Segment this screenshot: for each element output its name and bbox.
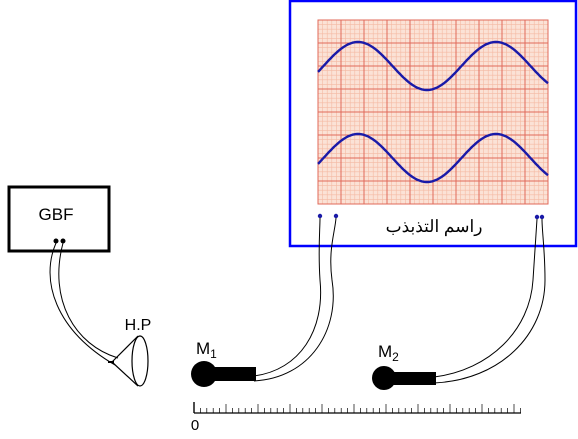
gbf-speaker-cable: [49, 242, 119, 366]
oscilloscope-label: راسم التذبذب: [386, 217, 483, 237]
microphone-1-label: M1: [196, 339, 217, 361]
lower-sine-trace: [317, 132, 549, 184]
speaker-label: H.P: [125, 317, 152, 334]
upper-sine-trace: [317, 40, 549, 92]
mic1-cable: [253, 217, 337, 382]
oscilloscope-input-1a: [317, 213, 323, 219]
microphone-1: [191, 361, 256, 387]
oscilloscope-input-2b: [539, 214, 545, 220]
ruler-zero-label: 0: [191, 417, 199, 434]
gbf-terminal-a: [53, 238, 59, 244]
microphone-2-subscript: 2: [392, 350, 399, 364]
microphone-2: [372, 366, 436, 390]
gbf-terminal-b: [60, 238, 66, 244]
loudspeaker: [108, 335, 149, 387]
ruler: [193, 402, 521, 414]
oscilloscope-screen: [317, 19, 549, 205]
mic2-cable: [433, 218, 546, 384]
microphone-1-subscript: 1: [210, 347, 217, 361]
oscilloscope-input-2a: [534, 214, 540, 220]
oscilloscope-input-1b: [333, 213, 339, 219]
gbf-label: GBF: [39, 205, 74, 224]
microphone-2-label: M2: [378, 342, 399, 364]
gbf-box: [7, 185, 111, 253]
